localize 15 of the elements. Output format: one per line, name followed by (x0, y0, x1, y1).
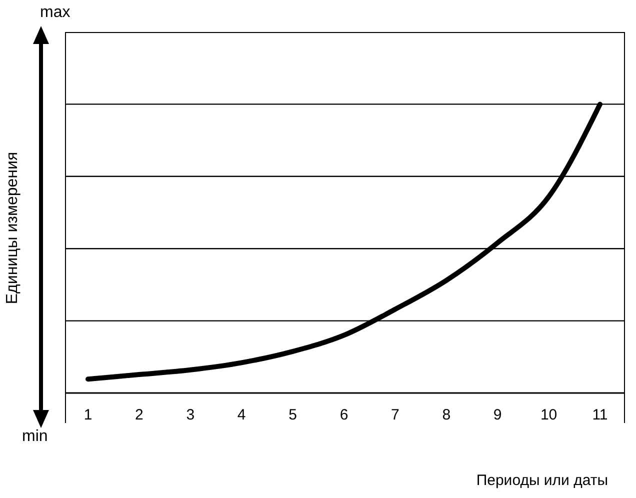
x-tick-label: 2 (135, 406, 144, 424)
x-tick-label: 1 (84, 406, 92, 424)
x-tick-label: 5 (288, 406, 297, 424)
y-axis-title: Единицы измерения (4, 152, 22, 304)
x-tick-label: 11 (592, 406, 608, 424)
x-tick-label: 9 (493, 406, 502, 424)
x-tick-label: 10 (540, 406, 558, 424)
x-axis-title: Периоды или даты (476, 472, 608, 489)
x-tick-label: 4 (237, 406, 246, 424)
x-tick-label: 6 (340, 406, 348, 424)
x-tick-label: 7 (391, 406, 400, 424)
text: max (40, 4, 70, 22)
x-tick-label: 8 (442, 406, 451, 424)
text: min (22, 428, 48, 446)
x-tick-label: 3 (186, 406, 195, 424)
